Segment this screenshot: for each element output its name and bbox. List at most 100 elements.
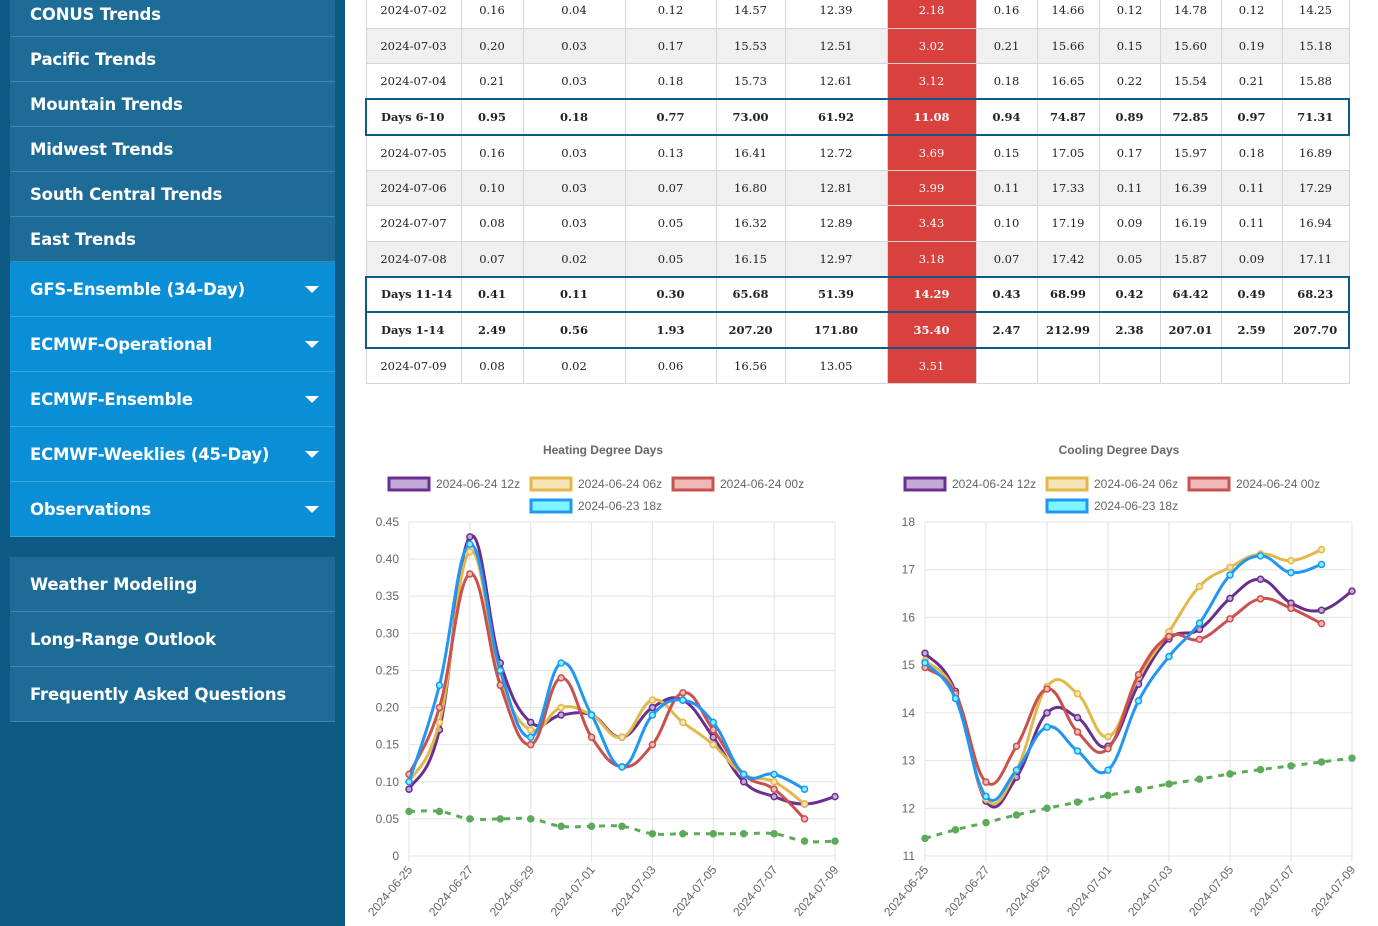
table-cell: 16.32: [715, 205, 786, 242]
table-row-label: Days 11-14: [365, 275, 462, 313]
chevron-down-icon[interactable]: [305, 451, 319, 458]
data-point: [557, 674, 565, 682]
table-cell: 0.04: [522, 0, 626, 29]
data-point: [1012, 811, 1021, 819]
table-cell: 68.23: [1281, 275, 1350, 313]
y-tick-label: 13: [902, 754, 916, 768]
data-point: [1256, 552, 1265, 560]
table-cell: 0.12: [1220, 0, 1283, 29]
sidebar-item-ecmwf-ensemble[interactable]: ECMWF-Ensemble: [10, 372, 335, 427]
sidebar-item-frequently-asked-questions[interactable]: Frequently Asked Questions: [10, 667, 335, 722]
table-cell: 51.39: [784, 275, 888, 313]
table-cell: 12.51: [784, 27, 888, 64]
table-cell: 16.41: [715, 134, 786, 171]
sidebar-item-ecmwf-weeklies-45-day[interactable]: ECMWF-Weeklies (45-Day): [10, 427, 335, 482]
table-cell: [1159, 347, 1222, 384]
main-content: 2024-07-02 0.16 0.04 0.12 14.57 12.39 2.18 0.16…: [345, 0, 1378, 926]
table-cell: 14.29: [886, 275, 977, 313]
y-tick-label: 15: [902, 658, 916, 672]
sidebar-item-pacific-trends[interactable]: Pacific Trends: [10, 37, 335, 82]
data-point: [800, 837, 809, 845]
sidebar-item-label: East Trends: [30, 229, 136, 249]
data-point: [709, 726, 718, 734]
table-cell: 0.06: [624, 347, 717, 384]
chevron-down-icon[interactable]: [305, 341, 319, 348]
y-tick-label: 18: [902, 515, 916, 529]
data-point: [1012, 742, 1021, 751]
data-point: [1165, 632, 1173, 641]
data-point: [1195, 635, 1204, 644]
sidebar-item-ecmwf-operational[interactable]: ECMWF-Operational: [10, 317, 335, 372]
data-point: [1317, 619, 1326, 628]
data-point: [1134, 785, 1143, 794]
chevron-down-icon[interactable]: [305, 506, 319, 513]
table-cell: 0.20: [460, 27, 524, 64]
cooling-degree-days-chart: Cooling Degree Days 2024-06-24 12z 2024-06…: [881, 443, 1358, 919]
y-tick-label: 12: [902, 801, 916, 815]
y-tick-label: 14: [902, 706, 916, 720]
y-tick-label: 0.25: [376, 663, 400, 677]
chevron-down-icon[interactable]: [305, 396, 319, 403]
data-point: [1104, 766, 1112, 774]
table-cell: 0.18: [624, 63, 717, 100]
table-cell: 0.56: [522, 311, 626, 349]
table-cell: 0.11: [1098, 169, 1161, 206]
x-tick-label: 2024-07-05: [669, 863, 719, 919]
data-point: [1226, 770, 1234, 778]
table-cell: 15.66: [1036, 27, 1100, 64]
sidebar-item-conus-trends[interactable]: CONUS Trends: [10, 0, 335, 37]
legend-swatch: [529, 498, 573, 514]
table-cell: 12.72: [784, 134, 888, 171]
table-cell: 12.81: [784, 169, 888, 206]
chart-title: Heating Degree Days: [543, 443, 663, 457]
x-tick-label: 2024-06-27: [426, 863, 476, 919]
chevron-down-icon[interactable]: [305, 286, 319, 293]
table-cell: 15.18: [1281, 27, 1350, 64]
table-cell: 0.16: [460, 134, 524, 171]
sidebar-item-weather-modeling[interactable]: Weather Modeling: [10, 557, 335, 612]
data-point: [648, 829, 657, 838]
data-point: [709, 733, 718, 741]
sidebar-item-long-range-outlook[interactable]: Long-Range Outlook: [10, 612, 335, 667]
table-cell: 2.59: [1220, 311, 1283, 349]
table-row-label: 2024-07-06: [365, 169, 462, 206]
table-row-label: 2024-07-02: [365, 0, 462, 29]
y-tick-label: 0.45: [376, 515, 400, 529]
table-cell: 2.47: [975, 311, 1038, 349]
data-point: [709, 718, 718, 727]
table-cell: 0.13: [624, 134, 717, 171]
legend-label: 2024-06-23 18z: [1094, 499, 1178, 513]
table-cell: 3.18: [886, 240, 977, 277]
sidebar-item-gfs-ensemble-34-day[interactable]: GFS-Ensemble (34-Day): [10, 262, 335, 317]
legend-swatch: [1045, 498, 1089, 514]
table-cell: 15.88: [1281, 63, 1350, 100]
data-point: [1348, 587, 1356, 595]
sidebar-item-midwest-trends[interactable]: Midwest Trends: [10, 127, 335, 172]
sidebar-item-label: CONUS Trends: [30, 4, 161, 24]
data-point: [648, 711, 657, 719]
data-point: [466, 815, 474, 823]
data-point: [557, 711, 565, 719]
table-cell: [1220, 347, 1283, 384]
data-point: [496, 681, 505, 690]
data-point: [1104, 732, 1112, 741]
table-cell: 72.85: [1159, 98, 1222, 136]
sidebar-item-south-central-trends[interactable]: South Central Trends: [10, 172, 335, 217]
sidebar-item-observations[interactable]: Observations: [10, 482, 335, 537]
table-cell: 15.73: [715, 63, 786, 100]
data-point: [1348, 754, 1356, 762]
table-cell: 16.89: [1281, 134, 1350, 171]
sidebar-item-mountain-trends[interactable]: Mountain Trends: [10, 82, 335, 127]
table-cell: 0.15: [975, 134, 1038, 171]
data-point: [679, 688, 687, 697]
table-cell: 15.54: [1159, 63, 1222, 100]
table-cell: 0.89: [1098, 98, 1161, 136]
data-point: [466, 533, 474, 541]
sidebar: CONUS Trends Pacific Trends Mountain Trend…: [0, 0, 345, 926]
table-row: 2024-07-06 0.10 0.03 0.07 16.80 12.81 3.99 0.11…: [365, 169, 1350, 206]
sidebar-item-east-trends[interactable]: East Trends: [10, 217, 335, 262]
x-tick-label: 2024-07-03: [1125, 863, 1175, 919]
table-cell: 0.05: [1098, 240, 1161, 277]
table-cell: 15.87: [1159, 240, 1222, 277]
data-point: [618, 763, 626, 771]
